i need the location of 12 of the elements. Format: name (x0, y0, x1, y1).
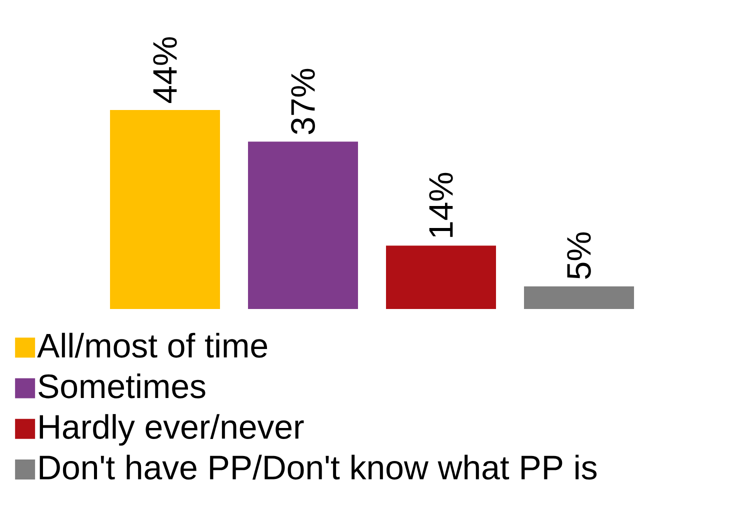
data-label: 37% (291, 68, 315, 134)
legend-label: All/most of time (37, 332, 268, 358)
legend-label: Sometimes (38, 373, 206, 398)
bar (524, 286, 634, 309)
legend-label: Don't have PP/Don't know what PP is (40, 454, 597, 480)
bar (386, 246, 496, 309)
data-label: 14% (429, 172, 453, 237)
data-label: 5% (567, 232, 591, 279)
legend-label: Hardly ever/never (40, 414, 304, 446)
data-label: 44% (153, 37, 177, 104)
bar (248, 142, 358, 309)
bar (110, 110, 220, 309)
